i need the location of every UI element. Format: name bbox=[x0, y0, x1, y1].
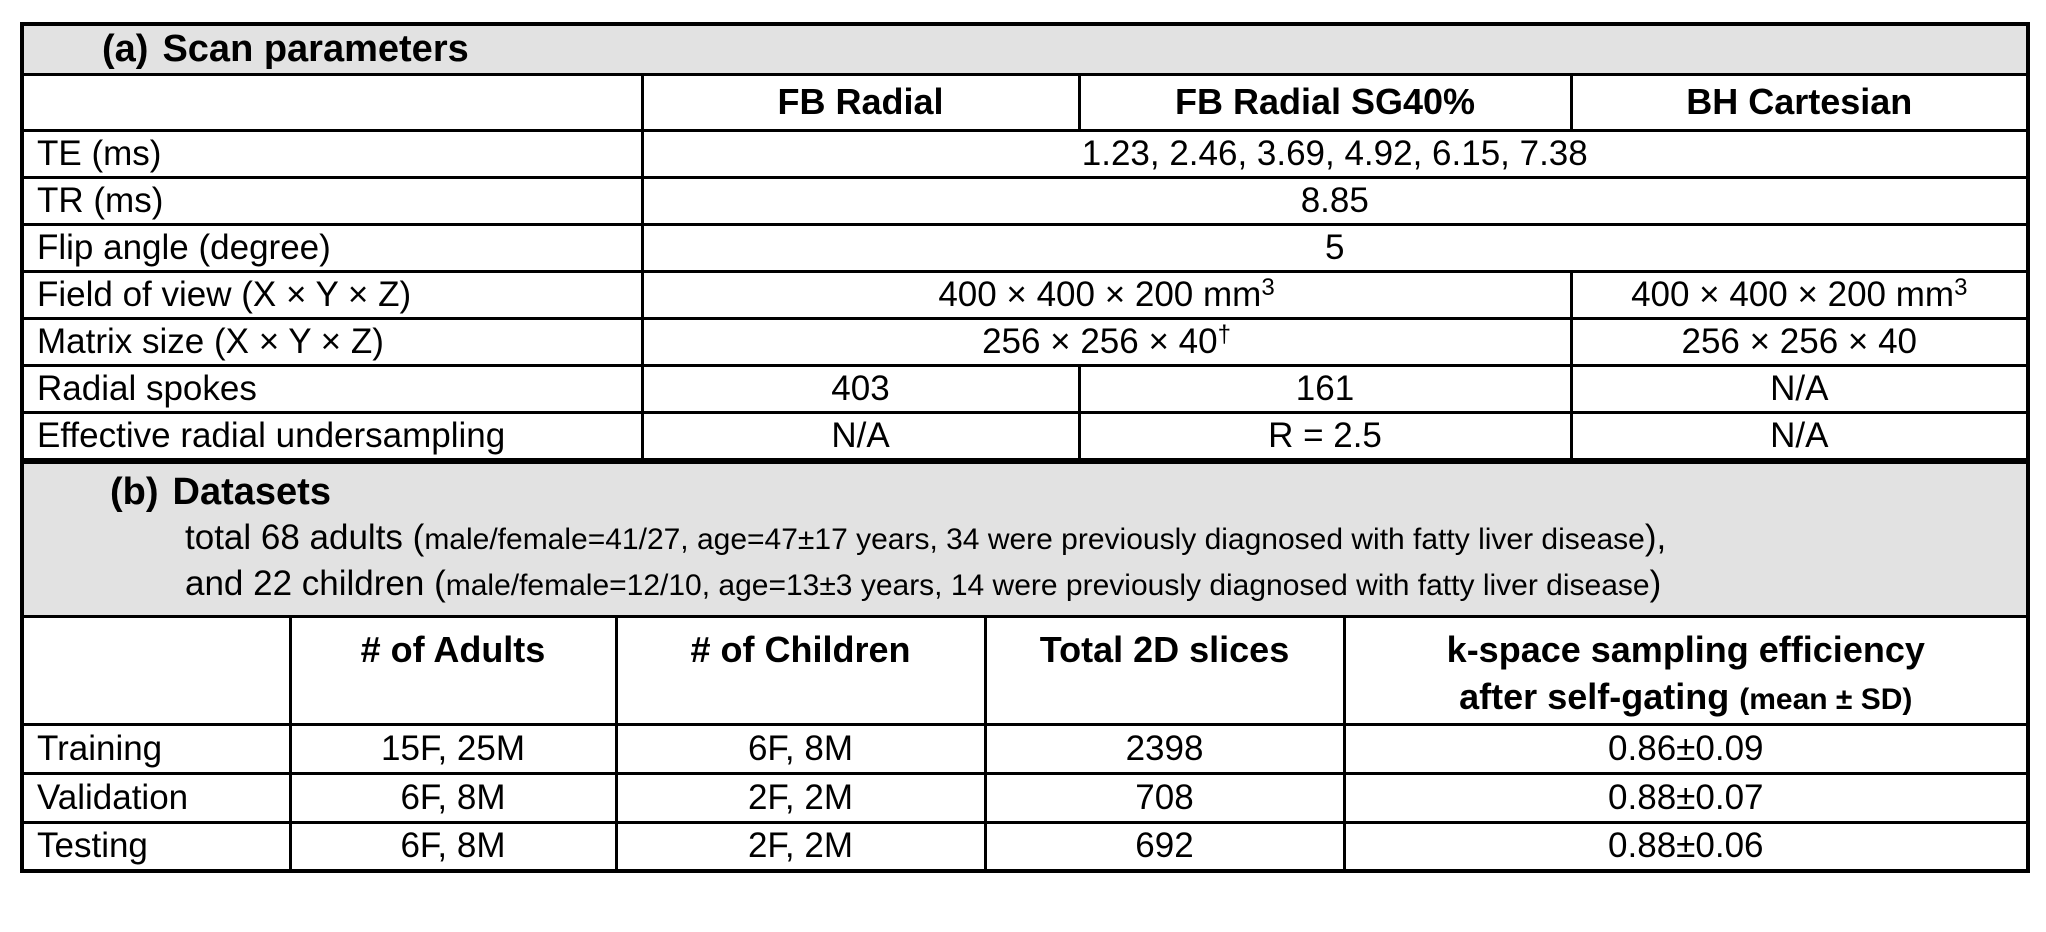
row-label-flip-angle: Flip angle (degree) bbox=[20, 222, 644, 273]
testing-adults: 6F, 8M bbox=[288, 820, 618, 873]
section-a-title: (a) Scan parameters bbox=[20, 22, 2030, 76]
testing-efficiency: 0.88±0.06 bbox=[1342, 820, 2030, 873]
row-matrix-size: Matrix size (X × Y × Z) 256 × 256 × 40† … bbox=[20, 316, 2030, 367]
value-tr: 8.85 bbox=[640, 175, 2030, 226]
training-slices: 2398 bbox=[983, 722, 1346, 775]
section-a-title-row: (a) Scan parameters bbox=[20, 22, 2030, 76]
section-b-column-header-row: # of Adults # of Children Total 2D slice… bbox=[20, 614, 2030, 726]
section-a-title-text: Scan parameters bbox=[162, 27, 469, 70]
row-label-matrix-size: Matrix size (X × Y × Z) bbox=[20, 316, 644, 367]
row-flip-angle: Flip angle (degree) 5 bbox=[20, 222, 2030, 273]
value-undersampling-bh-cartesian: N/A bbox=[1569, 410, 2030, 461]
row-undersampling: Effective radial undersampling N/A R = 2… bbox=[20, 410, 2030, 461]
col-header-bh-cartesian: BH Cartesian bbox=[1569, 72, 2030, 132]
fov-cartesian-text: 400 × 400 × 200 mm bbox=[1631, 274, 1955, 314]
matrix-cartesian-text: 256 × 256 × 40 bbox=[1681, 321, 1918, 361]
datasets-table: (b) Datasets total 68 adults (male/female… bbox=[20, 460, 2031, 873]
fov-cartesian-superscript: 3 bbox=[1954, 273, 1968, 301]
value-undersampling-fb-radial: N/A bbox=[640, 410, 1081, 461]
kspace-header-line1: k-space sampling efficiency bbox=[1446, 628, 1925, 670]
paper-table: (a) Scan parameters FB Radial FB Radial S… bbox=[20, 22, 2031, 873]
col-header-total-2d-slices: Total 2D slices bbox=[983, 614, 1346, 726]
col-header-kspace-efficiency: k-space sampling efficiency after self-g… bbox=[1342, 614, 2030, 726]
kspace-header-line2: after self-gating (mean ± SD) bbox=[1347, 673, 2025, 722]
row-label-validation: Validation bbox=[20, 771, 292, 824]
datasets-description-line2: and 22 children (male/female=12/10, age=… bbox=[25, 562, 2025, 608]
kspace-header-line2-text: after self-gating bbox=[1459, 675, 1730, 717]
testing-slices: 692 bbox=[983, 820, 1346, 873]
testing-children: 2F, 2M bbox=[614, 820, 987, 873]
desc-line2-end: ) bbox=[1649, 563, 1662, 603]
empty-corner-cell-b bbox=[20, 614, 292, 726]
row-radial-spokes: Radial spokes 403 161 N/A bbox=[20, 363, 2030, 414]
training-adults: 15F, 25M bbox=[288, 722, 618, 775]
validation-efficiency: 0.88±0.07 bbox=[1342, 771, 2030, 824]
value-fov-radial: 400 × 400 × 200 mm3 bbox=[640, 269, 1573, 320]
value-matrix-radial: 256 × 256 × 40† bbox=[640, 316, 1573, 367]
row-label-testing: Testing bbox=[20, 820, 292, 873]
matrix-radial-text: 256 × 256 × 40 bbox=[982, 321, 1218, 361]
col-header-fb-radial-sg40: FB Radial SG40% bbox=[1077, 72, 1573, 132]
value-spokes-fb-radial: 403 bbox=[640, 363, 1081, 414]
value-fov-cartesian: 400 × 400 × 200 mm3 bbox=[1569, 269, 2030, 320]
empty-corner-cell-a bbox=[20, 72, 644, 132]
desc-line2-detail: male/female=12/10, age=13±3 years, 14 we… bbox=[445, 568, 1650, 602]
section-b-title: (b) Datasets bbox=[25, 469, 2025, 516]
col-header-adults: # of Adults bbox=[288, 614, 618, 726]
validation-slices: 708 bbox=[983, 771, 1346, 824]
training-efficiency: 0.86±0.09 bbox=[1342, 722, 2030, 775]
section-b-label: (b) bbox=[110, 470, 159, 513]
row-label-tr: TR (ms) bbox=[20, 175, 644, 226]
fov-radial-text: 400 × 400 × 200 mm bbox=[938, 274, 1262, 314]
value-spokes-bh-cartesian: N/A bbox=[1569, 363, 2030, 414]
section-b-description-block: (b) Datasets total 68 adults (male/female… bbox=[20, 460, 2030, 618]
row-tr: TR (ms) 8.85 bbox=[20, 175, 2030, 226]
row-label-te: TE (ms) bbox=[20, 128, 644, 179]
desc-line1-detail: male/female=41/27, age=47±17 years, 34 w… bbox=[424, 522, 1645, 556]
table-row-validation: Validation 6F, 8M 2F, 2M 708 0.88±0.07 bbox=[20, 771, 2030, 824]
row-label-training: Training bbox=[20, 722, 292, 775]
value-matrix-cartesian: 256 × 256 × 40 bbox=[1569, 316, 2030, 367]
col-header-children: # of Children bbox=[614, 614, 987, 726]
value-te: 1.23, 2.46, 3.69, 4.92, 6.15, 7.38 bbox=[640, 128, 2030, 179]
table-row-training: Training 15F, 25M 6F, 8M 2398 0.86±0.09 bbox=[20, 722, 2030, 775]
section-a-column-header-row: FB Radial FB Radial SG40% BH Cartesian bbox=[20, 72, 2030, 132]
section-b-title-row: (b) Datasets total 68 adults (male/female… bbox=[20, 460, 2030, 618]
validation-adults: 6F, 8M bbox=[288, 771, 618, 824]
row-field-of-view: Field of view (X × Y × Z) 400 × 400 × 20… bbox=[20, 269, 2030, 320]
row-label-field-of-view: Field of view (X × Y × Z) bbox=[20, 269, 644, 320]
scan-parameters-table: (a) Scan parameters FB Radial FB Radial S… bbox=[20, 22, 2030, 461]
desc-line1-end: ), bbox=[1644, 517, 1667, 557]
kspace-header-mean-sd: (mean ± SD) bbox=[1739, 682, 1913, 716]
section-b-title-text: Datasets bbox=[172, 470, 331, 513]
matrix-radial-dagger: † bbox=[1217, 320, 1231, 348]
datasets-description-line1: total 68 adults (male/female=41/27, age=… bbox=[25, 516, 2025, 562]
value-spokes-fb-radial-sg40: 161 bbox=[1077, 363, 1573, 414]
row-te: TE (ms) 1.23, 2.46, 3.69, 4.92, 6.15, 7.… bbox=[20, 128, 2030, 179]
section-a-label: (a) bbox=[102, 27, 149, 70]
desc-line1-main: total 68 adults ( bbox=[185, 517, 425, 557]
row-label-undersampling: Effective radial undersampling bbox=[20, 410, 644, 461]
value-undersampling-fb-radial-sg40: R = 2.5 bbox=[1077, 410, 1573, 461]
table-row-testing: Testing 6F, 8M 2F, 2M 692 0.88±0.06 bbox=[20, 820, 2030, 873]
col-header-fb-radial: FB Radial bbox=[640, 72, 1081, 132]
training-children: 6F, 8M bbox=[614, 722, 987, 775]
desc-line2-main: and 22 children ( bbox=[185, 563, 446, 603]
fov-radial-superscript: 3 bbox=[1261, 273, 1275, 301]
validation-children: 2F, 2M bbox=[614, 771, 987, 824]
value-flip-angle: 5 bbox=[640, 222, 2030, 273]
row-label-radial-spokes: Radial spokes bbox=[20, 363, 644, 414]
